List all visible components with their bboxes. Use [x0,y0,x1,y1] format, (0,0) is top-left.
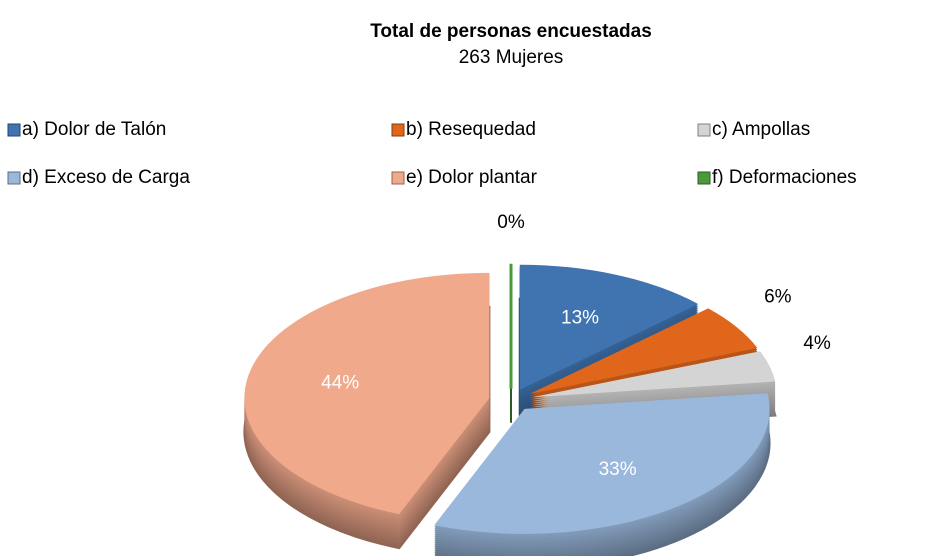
legend-label: d) Exceso de Carga [22,167,190,188]
legend-swatch [391,123,405,137]
slice [529,308,758,394]
legend-label: f) Deformaciones [712,167,857,188]
slice [519,264,699,390]
legend-swatch [697,171,711,185]
legend-swatch [391,171,405,185]
chart-title: Total de personas encuestadas [370,21,652,42]
data-label: 13% [561,308,599,329]
pie [243,263,777,556]
slice [532,351,776,398]
data-label: 6% [764,287,792,308]
chart-subtitle: 263 Mujeres [459,47,564,68]
legend-swatch [697,123,711,137]
slice [244,272,490,515]
legend-swatch [7,123,21,137]
legend-swatch [7,171,21,185]
legend-label: e) Dolor plantar [406,167,538,188]
legend-label: a) Dolor de Talón [22,119,166,140]
data-label: 33% [599,459,637,480]
slice [434,393,770,534]
data-label: 44% [321,372,359,393]
legend-label: c) Ampollas [712,119,810,140]
legend-label: b) Resequedad [406,119,536,140]
data-label: 0% [497,212,525,233]
data-label: 4% [803,333,831,354]
